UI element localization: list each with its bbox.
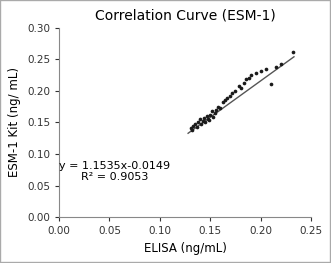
X-axis label: ELISA (ng/mL): ELISA (ng/mL) bbox=[144, 242, 226, 255]
Point bbox=[202, 116, 207, 120]
Point bbox=[211, 115, 216, 119]
Point bbox=[258, 68, 263, 73]
Point bbox=[210, 109, 215, 113]
Point bbox=[196, 120, 201, 124]
Point bbox=[228, 94, 233, 98]
Point bbox=[193, 122, 198, 126]
Y-axis label: ESM-1 Kit (ng/ mL): ESM-1 Kit (ng/ mL) bbox=[8, 67, 21, 177]
Point bbox=[206, 117, 211, 121]
Point bbox=[241, 80, 246, 85]
Point bbox=[188, 126, 194, 130]
Point bbox=[233, 89, 238, 93]
Point bbox=[248, 73, 253, 77]
Point bbox=[238, 85, 243, 90]
Point bbox=[268, 82, 273, 87]
Point bbox=[263, 67, 268, 71]
Point bbox=[189, 128, 195, 132]
Point bbox=[199, 122, 204, 127]
Point bbox=[243, 77, 248, 82]
Point bbox=[213, 111, 218, 115]
Point bbox=[198, 117, 203, 121]
Point bbox=[195, 125, 200, 129]
Point bbox=[191, 123, 196, 128]
Point bbox=[207, 118, 212, 123]
Point bbox=[214, 108, 219, 112]
Title: Correlation Curve (ESM-1): Correlation Curve (ESM-1) bbox=[95, 8, 275, 22]
Point bbox=[216, 104, 221, 109]
Point bbox=[205, 114, 210, 118]
Point bbox=[230, 90, 235, 95]
Point bbox=[273, 65, 278, 69]
Point bbox=[223, 98, 228, 102]
Point bbox=[201, 119, 206, 123]
Point bbox=[225, 96, 230, 100]
Point bbox=[236, 84, 241, 88]
Point bbox=[208, 113, 213, 117]
Point bbox=[253, 71, 258, 75]
Point bbox=[221, 99, 226, 104]
Point bbox=[218, 106, 223, 110]
Point bbox=[203, 120, 208, 124]
Point bbox=[246, 76, 251, 80]
Point bbox=[278, 62, 284, 66]
Point bbox=[290, 49, 296, 54]
Text: y = 1.1535x-0.0149
R² = 0.9053: y = 1.1535x-0.0149 R² = 0.9053 bbox=[59, 161, 170, 182]
